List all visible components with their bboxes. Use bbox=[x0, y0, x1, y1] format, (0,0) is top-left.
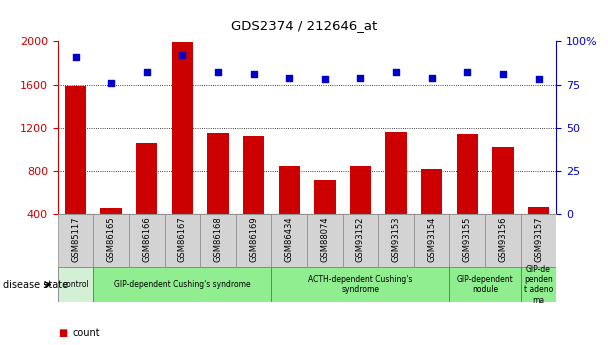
Bar bbox=[528, 207, 549, 257]
Point bbox=[142, 70, 151, 75]
Bar bbox=[414, 214, 449, 267]
Text: GSM86166: GSM86166 bbox=[142, 217, 151, 262]
Bar bbox=[271, 214, 307, 267]
Bar bbox=[171, 42, 193, 257]
Bar bbox=[236, 214, 271, 267]
Point bbox=[534, 77, 544, 82]
Bar bbox=[449, 214, 485, 267]
Text: control: control bbox=[62, 280, 89, 289]
Bar bbox=[314, 180, 336, 257]
Text: ■: ■ bbox=[58, 328, 67, 338]
Bar bbox=[94, 267, 271, 302]
Text: GIP-dependent
nodule: GIP-dependent nodule bbox=[457, 275, 514, 294]
Point bbox=[498, 71, 508, 77]
Bar bbox=[65, 86, 86, 257]
Point bbox=[391, 70, 401, 75]
Bar bbox=[385, 132, 407, 257]
Bar bbox=[520, 214, 556, 267]
Point bbox=[178, 52, 187, 58]
Text: disease state: disease state bbox=[3, 280, 68, 289]
Bar bbox=[58, 214, 94, 267]
Point bbox=[463, 70, 472, 75]
Text: GSM93157: GSM93157 bbox=[534, 217, 543, 262]
Bar bbox=[457, 134, 478, 257]
Text: GIP-dependent Cushing's syndrome: GIP-dependent Cushing's syndrome bbox=[114, 280, 250, 289]
Bar bbox=[350, 166, 371, 257]
Text: GSM85117: GSM85117 bbox=[71, 217, 80, 262]
Text: GSM86434: GSM86434 bbox=[285, 217, 294, 262]
Text: GSM86167: GSM86167 bbox=[178, 217, 187, 262]
Bar bbox=[58, 267, 94, 302]
Point bbox=[285, 75, 294, 80]
Text: ACTH-dependent Cushing's
syndrome: ACTH-dependent Cushing's syndrome bbox=[308, 275, 413, 294]
Text: GSM88074: GSM88074 bbox=[320, 217, 330, 262]
Bar bbox=[485, 214, 520, 267]
Bar bbox=[100, 208, 122, 257]
Bar bbox=[307, 214, 343, 267]
Bar bbox=[343, 214, 378, 267]
Text: GSM93155: GSM93155 bbox=[463, 217, 472, 262]
Bar bbox=[207, 133, 229, 257]
Bar bbox=[278, 166, 300, 257]
Text: GDS2374 / 212646_at: GDS2374 / 212646_at bbox=[231, 19, 377, 32]
Point bbox=[71, 54, 80, 60]
Bar bbox=[449, 267, 520, 302]
Bar bbox=[243, 136, 264, 257]
Text: GSM93154: GSM93154 bbox=[427, 217, 436, 262]
Bar bbox=[165, 214, 200, 267]
Text: GSM86169: GSM86169 bbox=[249, 217, 258, 262]
Bar bbox=[94, 214, 129, 267]
Bar bbox=[492, 147, 514, 257]
Text: GSM86168: GSM86168 bbox=[213, 217, 223, 262]
Text: count: count bbox=[73, 328, 100, 338]
Text: GSM93156: GSM93156 bbox=[499, 217, 508, 262]
Point bbox=[213, 70, 223, 75]
Bar bbox=[520, 267, 556, 302]
Point bbox=[427, 75, 437, 80]
Bar bbox=[271, 267, 449, 302]
Point bbox=[356, 75, 365, 80]
Text: GSM93152: GSM93152 bbox=[356, 217, 365, 262]
Point bbox=[249, 71, 258, 77]
Bar bbox=[136, 143, 157, 257]
Point bbox=[320, 77, 330, 82]
Bar bbox=[378, 214, 414, 267]
Bar bbox=[421, 169, 443, 257]
Text: GSM93153: GSM93153 bbox=[392, 217, 401, 262]
Bar bbox=[129, 214, 165, 267]
Text: GSM86165: GSM86165 bbox=[106, 217, 116, 262]
Bar bbox=[200, 214, 236, 267]
Text: GIP-de
penden
t adeno
ma: GIP-de penden t adeno ma bbox=[524, 265, 553, 305]
Point bbox=[106, 80, 116, 86]
